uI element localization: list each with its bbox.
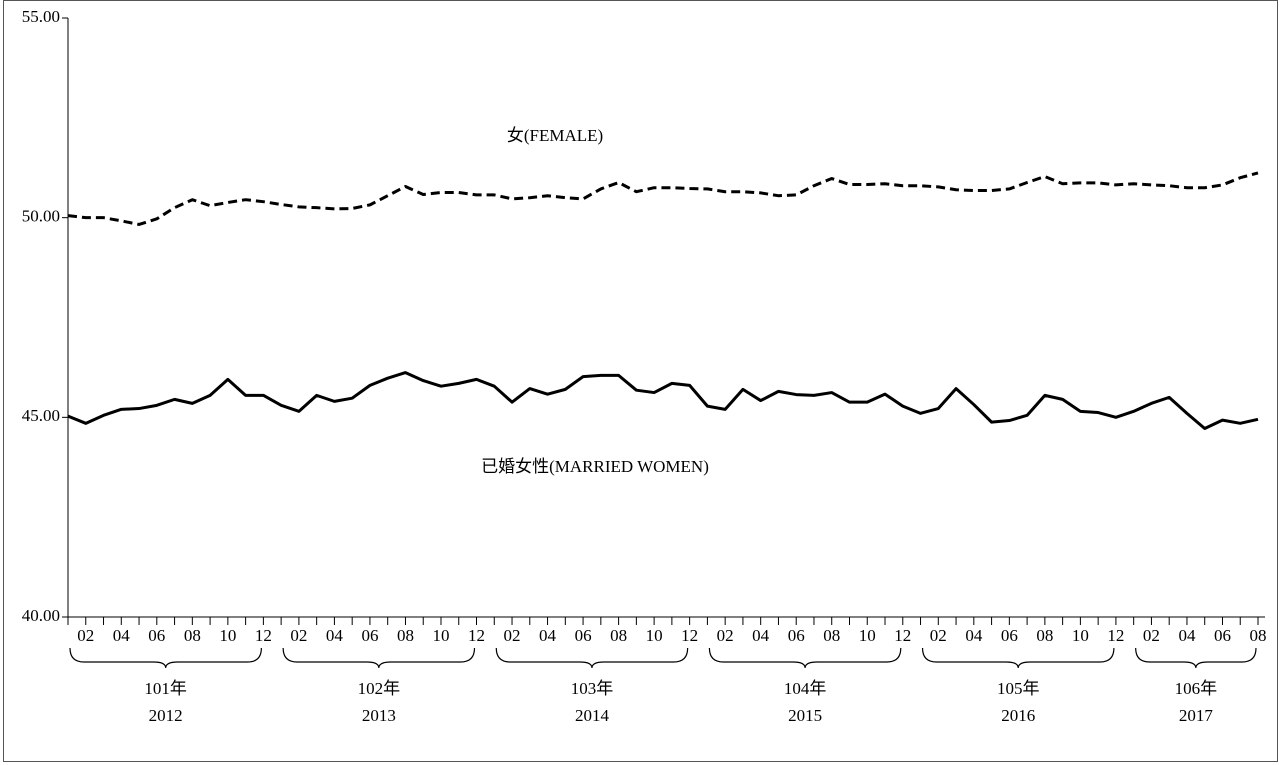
year-label: 2015: [788, 706, 822, 725]
year-label: 105年: [997, 679, 1040, 698]
x-tick-label: 02: [77, 626, 94, 645]
x-tick-label: 10: [432, 626, 449, 645]
x-tick-label: 02: [504, 626, 521, 645]
y-tick-label: 50.00: [22, 207, 60, 226]
year-label: 101年: [144, 679, 187, 698]
x-tick-label: 02: [717, 626, 734, 645]
x-tick-label: 06: [575, 626, 592, 645]
series-label: 女(FEMALE): [507, 126, 603, 145]
x-tick-label: 10: [859, 626, 876, 645]
year-brace: [708, 647, 902, 669]
x-tick-label: 06: [361, 626, 378, 645]
year-brace: [921, 647, 1115, 669]
x-tick-label: 12: [1107, 626, 1124, 645]
x-tick-label: 10: [1072, 626, 1089, 645]
x-tick-label: 04: [326, 626, 344, 645]
x-tick-label: 04: [113, 626, 131, 645]
x-tick-label: 12: [681, 626, 698, 645]
series-line: [67, 171, 1259, 226]
x-tick-label: 02: [290, 626, 307, 645]
x-tick-label: 04: [752, 626, 770, 645]
x-tick-label: 08: [823, 626, 840, 645]
x-tick-label: 08: [397, 626, 414, 645]
series-label: 已婚女性(MARRIED WOMEN): [481, 457, 709, 476]
year-label: 102年: [358, 679, 401, 698]
year-label: 2014: [575, 706, 610, 725]
year-label: 106年: [1175, 679, 1218, 698]
frame: [3, 0, 1278, 762]
x-tick-label: 06: [788, 626, 805, 645]
year-label: 104年: [784, 679, 827, 698]
series-line: [67, 371, 1259, 431]
x-tick-label: 02: [930, 626, 947, 645]
x-tick-label: 12: [468, 626, 485, 645]
year-brace: [282, 647, 476, 669]
year-label: 2012: [149, 706, 183, 725]
x-tick-label: 08: [184, 626, 201, 645]
x-tick-label: 06: [1214, 626, 1231, 645]
y-tick-label: 55.00: [22, 7, 60, 26]
year-label: 2017: [1179, 706, 1214, 725]
x-tick-label: 10: [219, 626, 236, 645]
year-label: 2013: [362, 706, 396, 725]
x-tick-label: 06: [148, 626, 165, 645]
x-tick-label: 10: [646, 626, 663, 645]
year-brace: [69, 647, 262, 669]
year-brace: [1135, 647, 1257, 669]
x-tick-label: 02: [1143, 626, 1160, 645]
y-tick-label: 40.00: [22, 606, 60, 625]
year-label: 2016: [1001, 706, 1035, 725]
y-tick-label: 45.00: [22, 406, 60, 425]
x-tick-label: 04: [965, 626, 983, 645]
x-tick-label: 08: [1250, 626, 1267, 645]
x-tick-label: 12: [255, 626, 272, 645]
x-tick-label: 08: [1036, 626, 1053, 645]
year-brace: [495, 647, 689, 669]
x-tick-label: 04: [539, 626, 557, 645]
x-tick-label: 06: [1001, 626, 1018, 645]
year-label: 103年: [571, 679, 614, 698]
x-tick-label: 04: [1178, 626, 1196, 645]
x-tick-label: 12: [894, 626, 911, 645]
x-tick-label: 08: [610, 626, 627, 645]
